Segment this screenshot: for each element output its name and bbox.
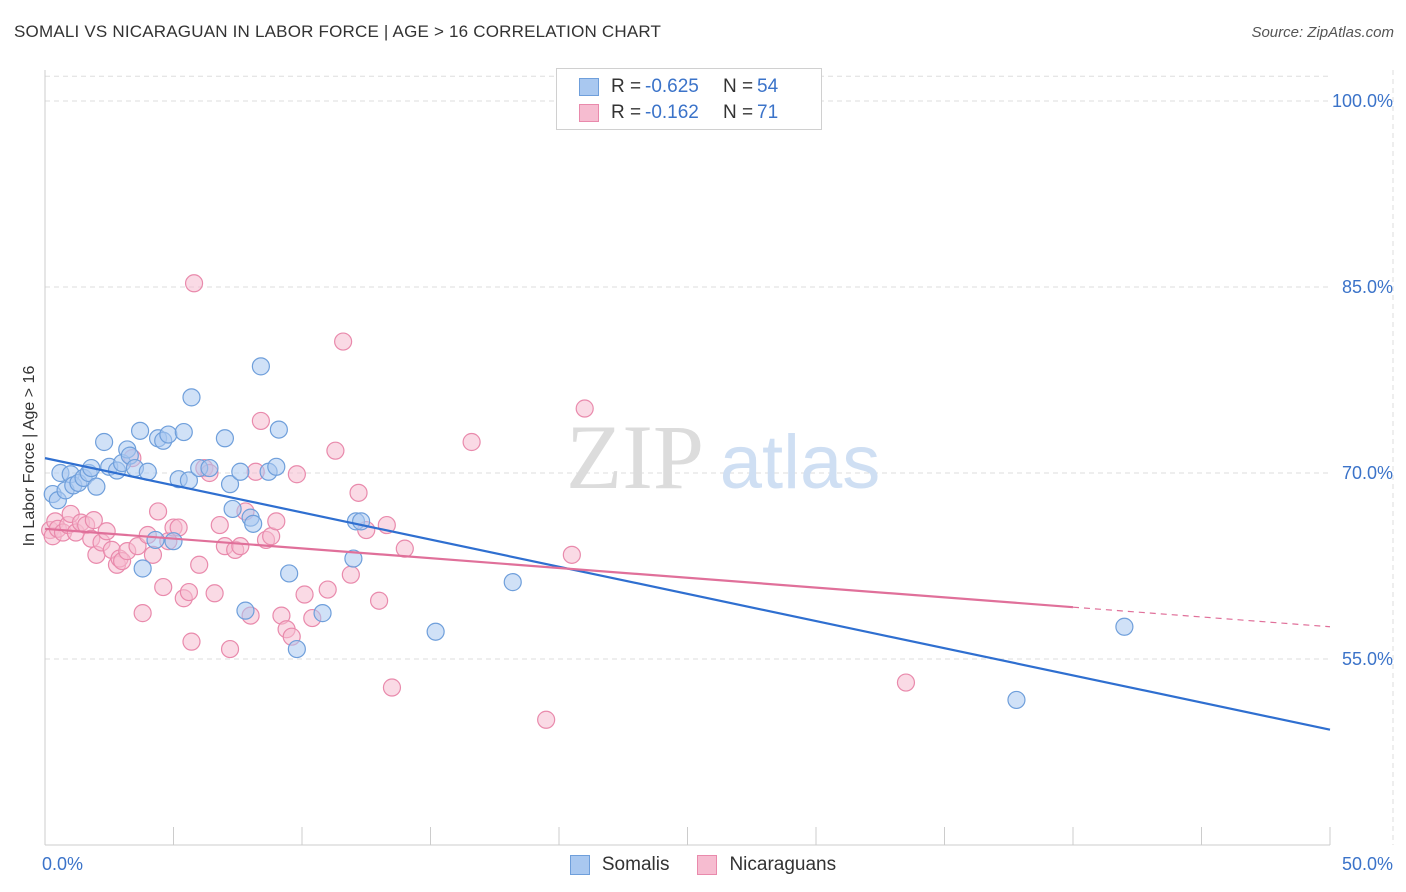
somali-trend-line (44, 457, 1331, 731)
nicaraguan-point (128, 537, 147, 556)
nicaraguan-point (896, 673, 916, 692)
nicaraguan-point (370, 591, 389, 610)
somali-point (220, 475, 240, 494)
nicaraguan-point (231, 537, 250, 556)
somalis-swatch (579, 78, 599, 96)
somali-point (174, 422, 193, 442)
nicaraguan-point (341, 565, 360, 584)
legend-item-somalis[interactable]: Somalis (569, 852, 670, 878)
legend-label: Somalis (601, 854, 670, 875)
nicaraguan-point (205, 584, 224, 603)
watermark: ZIP atlas (566, 406, 880, 508)
nicaraguan-point (210, 515, 229, 535)
somali-point (87, 477, 106, 496)
r-value: -0.162 (645, 102, 699, 123)
chart-title: SOMALI VS NICARAGUAN IN LABOR FORCE | AG… (14, 22, 662, 41)
nicaraguan-point (184, 274, 204, 293)
y-tick-label: 100.0% (1332, 91, 1393, 111)
nicaraguan-point (462, 432, 481, 452)
nicaraguan-point (395, 539, 414, 558)
n-label: N = (723, 102, 754, 123)
somali-point (267, 457, 286, 476)
somali-point (200, 458, 219, 478)
nicaraguan-point (382, 678, 402, 697)
series-legend: Somalis Nicaraguans (0, 852, 1406, 878)
nicaraguan-point (251, 411, 270, 431)
somali-point (344, 549, 363, 568)
nicaraguan-point (190, 555, 209, 574)
nicaraguan-point (537, 710, 556, 729)
n-value: 54 (757, 76, 779, 97)
somali-point (1115, 617, 1134, 636)
somali-point (280, 564, 299, 583)
somali-point (164, 532, 183, 551)
stats-legend-row-nicaraguans: R = -0.162 N = 71 (579, 100, 778, 126)
nicaraguan-point (97, 522, 116, 541)
nicaraguan-point (220, 639, 240, 659)
watermark-zip: ZIP (566, 406, 704, 508)
somali-point (1007, 690, 1026, 710)
somali-point (236, 601, 255, 620)
somali-point (231, 462, 250, 481)
watermark-atlas: atlas (720, 420, 881, 505)
nicaraguan-trend-line (44, 527, 1074, 609)
data-points (41, 274, 1134, 729)
nicaraguan-point (562, 545, 581, 564)
y-tick-label: 85.0% (1342, 277, 1393, 297)
legend-label: Nicaraguans (729, 854, 837, 875)
chart-source: Source: ZipAtlas.com (1251, 24, 1394, 41)
n-value: 71 (757, 102, 779, 123)
r-label: R = (611, 76, 642, 97)
nicaraguan-point (318, 580, 337, 599)
x-tick-label: 50.0% (1342, 854, 1393, 874)
nicaraguan-point (575, 399, 594, 418)
x-tick-label: 0.0% (42, 854, 83, 874)
nicaraguans-swatch (579, 104, 599, 122)
somali-point (130, 421, 150, 440)
axes (44, 70, 1331, 846)
somali-point (215, 429, 234, 448)
stats-legend-row-somalis: R = -0.625 N = 54 (579, 74, 778, 100)
somali-point (352, 512, 371, 531)
nicaraguan-point (295, 585, 314, 604)
r-value: -0.625 (645, 76, 699, 97)
somali-point (146, 530, 165, 550)
somali-point (503, 573, 522, 592)
n-label: N = (723, 76, 754, 97)
somali-point (426, 622, 445, 641)
nicaraguans-swatch (697, 855, 718, 875)
nicaraguan-point (154, 577, 173, 597)
tick-labels: 100.0% 85.0% 70.0% 55.0% 0.0% 50.0% (42, 91, 1393, 874)
nicaraguan-point (334, 332, 353, 351)
nicaraguan-point (133, 604, 152, 623)
nicaraguan-point (287, 465, 306, 484)
somali-point (269, 420, 288, 439)
somali-point (244, 514, 263, 533)
nicaraguan-point (267, 512, 286, 531)
nicaraguan-trend-extension (1072, 606, 1331, 628)
stats-legend: R = -0.625 N = 54 R = -0.162 N = 71 (556, 68, 822, 130)
somali-point (182, 388, 201, 407)
nicaraguan-point (84, 511, 103, 530)
somali-point (159, 425, 178, 444)
somali-point (287, 639, 306, 659)
somali-point (313, 604, 332, 623)
trend-lines (44, 457, 1331, 731)
somalis-swatch (569, 855, 590, 875)
r-label: R = (611, 102, 642, 123)
nicaraguan-point (349, 483, 368, 502)
nicaraguan-point (182, 632, 201, 651)
nicaraguan-point (326, 441, 345, 460)
somali-point (133, 559, 152, 578)
nicaraguan-point (148, 502, 168, 521)
somali-point (251, 357, 270, 376)
y-tick-label: 70.0% (1342, 463, 1393, 483)
y-tick-label: 55.0% (1342, 649, 1393, 669)
nicaraguan-point (179, 582, 199, 602)
legend-item-nicaraguans[interactable]: Nicaraguans (697, 852, 836, 878)
somali-point (223, 499, 242, 519)
somali-point (95, 432, 114, 452)
